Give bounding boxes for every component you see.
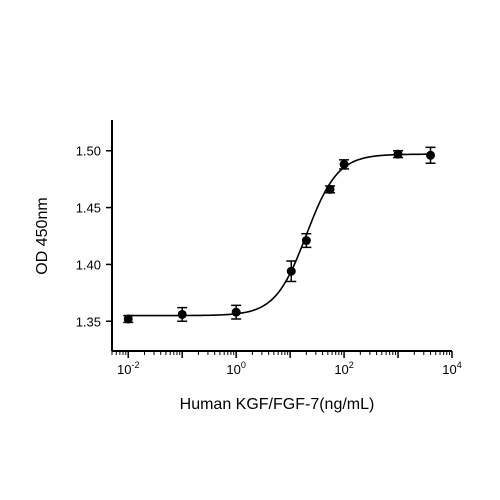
y-tick-label: 1.35: [76, 314, 101, 329]
data-point: [231, 304, 242, 320]
data-marker: [286, 266, 296, 276]
data-point: [393, 149, 404, 159]
data-points-layer: [123, 146, 436, 324]
fit-curve: [128, 153, 431, 317]
data-point: [123, 314, 134, 324]
axes: 1.35 1.40 1.45 1.50 10-2 100 102 104: [76, 120, 462, 377]
x-tick-label: 104: [442, 360, 461, 377]
x-axis-title: Human KGF/FGF-7(ng/mL): [180, 396, 375, 413]
data-marker: [426, 150, 436, 160]
data-marker: [393, 149, 403, 159]
x-tick-label: 102: [334, 360, 353, 377]
data-point: [301, 232, 312, 249]
fit-curve-layer: [128, 153, 431, 317]
data-marker: [301, 236, 311, 246]
x-tick-label: 10-2: [117, 360, 139, 377]
data-point: [339, 159, 350, 170]
y-tick-label: 1.50: [76, 144, 101, 159]
y-axis-title: OD 450nm: [34, 197, 51, 274]
data-point: [325, 184, 336, 194]
y-tick-label: 1.45: [76, 201, 101, 216]
data-point: [177, 306, 188, 323]
data-marker: [325, 184, 335, 194]
x-tick-label: 100: [226, 360, 245, 377]
data-marker: [231, 307, 241, 317]
data-marker: [123, 314, 133, 324]
data-point: [286, 260, 297, 283]
data-point: [425, 146, 436, 164]
data-marker: [339, 159, 349, 169]
data-marker: [177, 309, 187, 319]
y-tick-label: 1.40: [76, 257, 101, 272]
